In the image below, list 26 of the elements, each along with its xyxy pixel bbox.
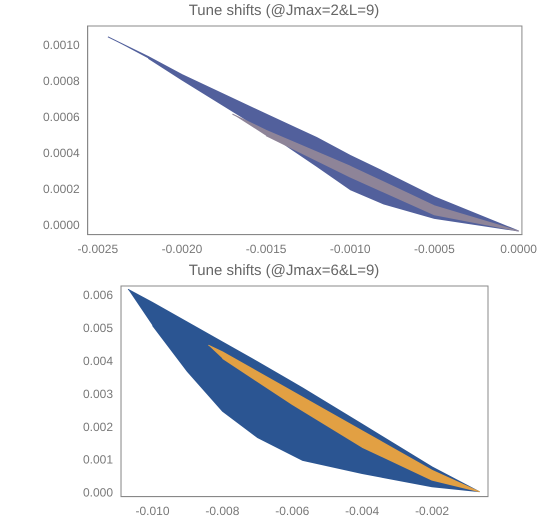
x-tick-label: -0.0020 <box>162 242 203 256</box>
y-tick-label: 0.006 <box>83 288 114 302</box>
x-tick-label: -0.002 <box>415 504 450 518</box>
y-tick-label: 0.001 <box>83 452 114 467</box>
chart-title: Tune shifts (@Jmax=2&L=9) <box>188 2 380 20</box>
chart-title: Tune shifts (@Jmax=6&L=9) <box>188 262 380 280</box>
x-tick-label: -0.0015 <box>246 242 287 256</box>
y-tick-label: 0.0002 <box>43 182 80 196</box>
x-tick-label: -0.004 <box>345 504 380 518</box>
x-tick-label: -0.0025 <box>77 242 118 256</box>
y-tick-label: 0.003 <box>83 386 114 401</box>
x-tick-label: -0.008 <box>205 504 240 518</box>
y-tick-label: 0.0000 <box>43 218 80 232</box>
x-tick-label: -0.006 <box>275 504 310 518</box>
y-tick-label: 0.002 <box>83 420 114 434</box>
y-tick-label: 0.0008 <box>43 74 80 88</box>
x-tick-label: -0.0005 <box>414 242 456 256</box>
y-tick-label: 0.004 <box>83 354 114 368</box>
x-tick-label: -0.0010 <box>330 242 371 256</box>
y-tick-label: 0.0010 <box>43 38 80 52</box>
y-tick-label: 0.0006 <box>43 110 80 124</box>
y-tick-label: 0.000 <box>83 486 114 500</box>
y-tick-label: 0.005 <box>83 321 114 336</box>
y-tick-label: 0.0004 <box>43 146 80 160</box>
x-tick-label: 0.0000 <box>500 242 538 256</box>
x-tick-label: -0.010 <box>135 504 170 518</box>
